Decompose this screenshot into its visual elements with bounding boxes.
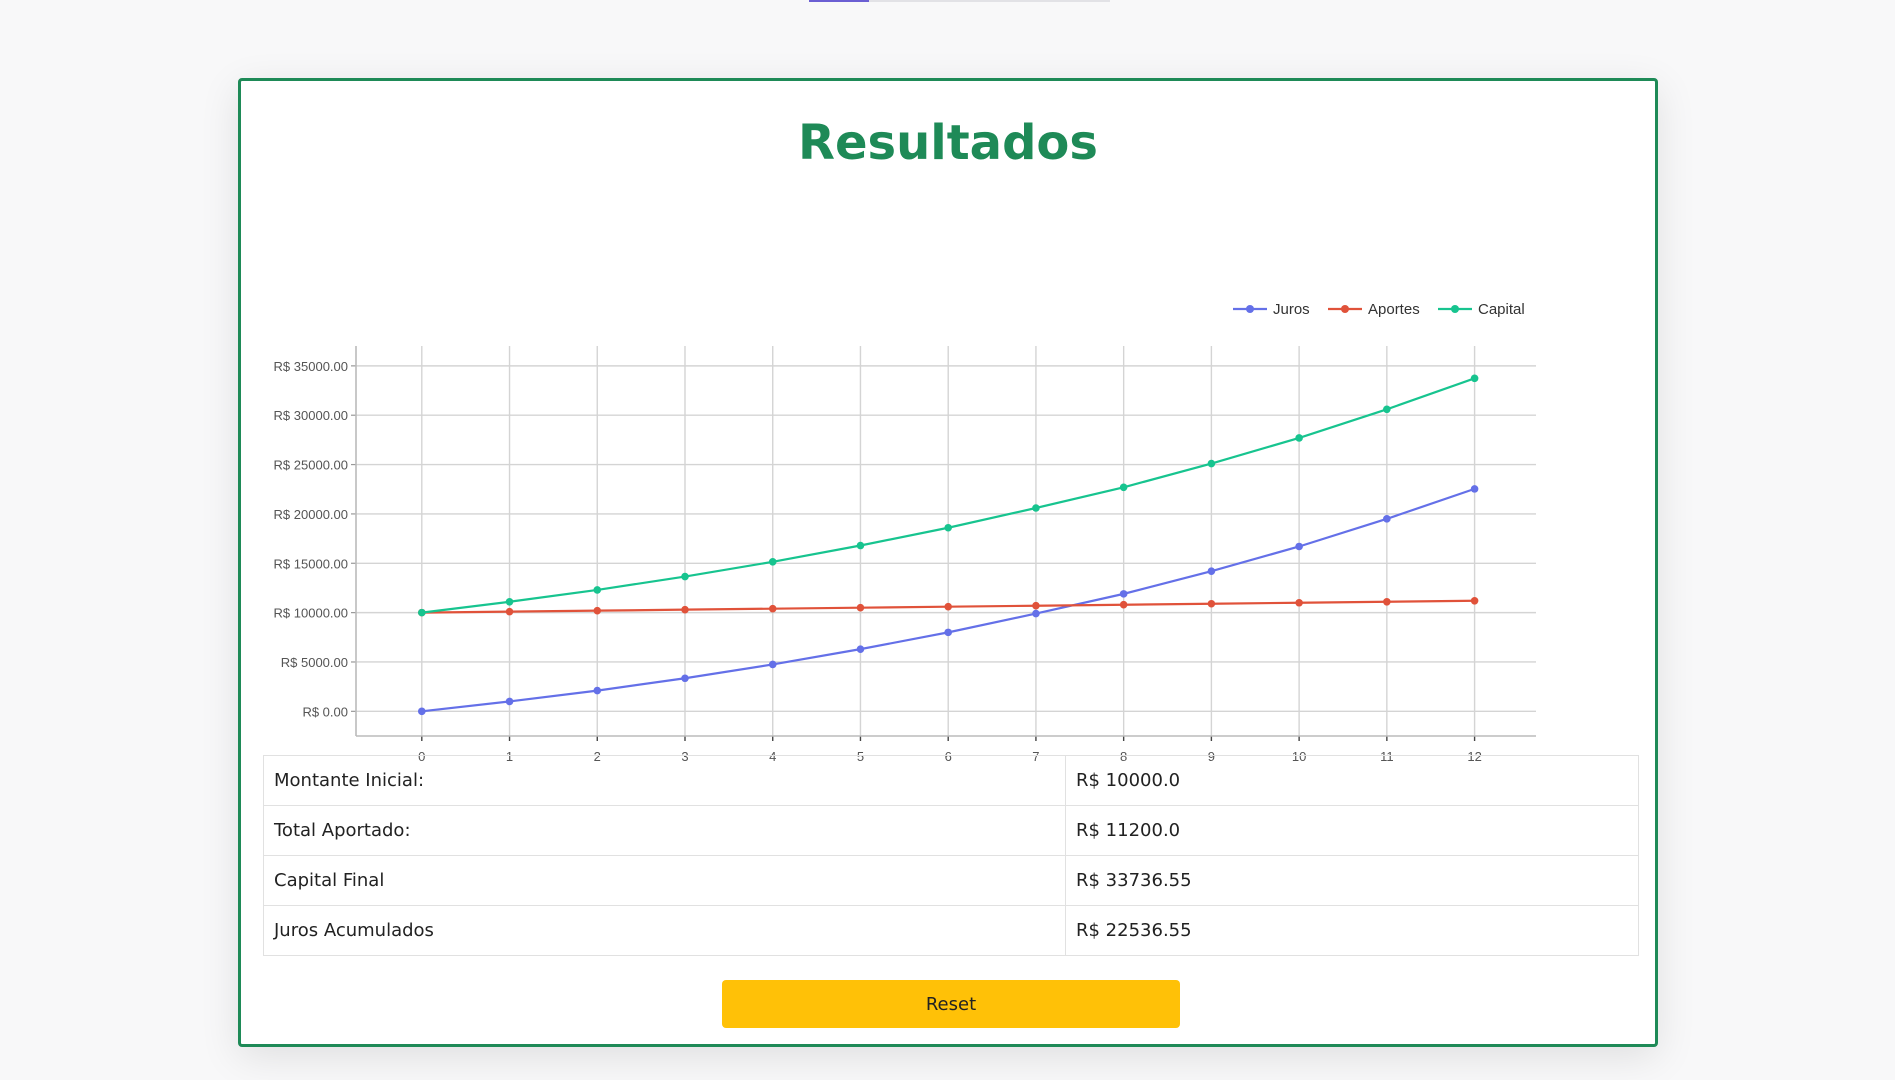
data-point-aportes [1383, 597, 1391, 606]
results-card: Resultados R$ 0.00 R$ 5000.00 R$ 10000.00 R… [238, 78, 1658, 1047]
data-point-capital [768, 557, 777, 566]
legend-marker-capital [1451, 305, 1459, 313]
legend-label-juros: Juros [1273, 301, 1310, 318]
table-row: Total Aportado: R$ 11200.0 [263, 805, 1639, 856]
data-point-juros [681, 674, 689, 683]
data-point-capital [1119, 483, 1128, 492]
data-point-aportes [856, 603, 865, 612]
data-point-capital [593, 586, 602, 594]
legend-label-capital: Capital [1478, 301, 1525, 318]
data-point-juros [1383, 515, 1391, 523]
data-point-juros [1207, 567, 1216, 575]
data-point-capital [1470, 374, 1479, 383]
data-point-aportes [681, 605, 689, 614]
summary-label: Total Aportado: [263, 805, 1066, 856]
summary-value: R$ 10000.0 [1065, 755, 1639, 806]
summary-table: Montante Inicial: R$ 10000.0 Total Aport… [263, 755, 1639, 956]
y-tick-label: R$ 5000.00 [281, 655, 348, 670]
summary-value: R$ 33736.55 [1065, 855, 1639, 906]
data-point-capital [944, 523, 952, 532]
results-line-chart: R$ 0.00 R$ 5000.00 R$ 10000.00 R$ 15000.00 R… [274, 301, 1536, 764]
data-point-capital [681, 572, 689, 581]
legend-label-aportes: Aportes [1368, 301, 1420, 318]
legend-marker-juros [1246, 305, 1254, 313]
y-tick-label: R$ 15000.00 [274, 556, 348, 571]
summary-label: Juros Acumulados [263, 905, 1066, 956]
top-tab-strip [809, 0, 1110, 2]
data-point-capital [1383, 405, 1391, 414]
data-point-aportes [1470, 596, 1479, 605]
summary-value: R$ 11200.0 [1065, 805, 1639, 856]
data-point-capital [1032, 504, 1040, 512]
table-row: Juros Acumulados R$ 22536.55 [263, 905, 1639, 956]
data-point-aportes [944, 602, 952, 611]
top-tab-active-indicator [809, 0, 869, 2]
data-point-capital [1207, 459, 1216, 468]
y-tick-label: R$ 20000.00 [274, 507, 348, 522]
data-point-capital [856, 541, 865, 550]
data-point-juros [417, 707, 426, 716]
data-point-aportes [1032, 601, 1040, 610]
table-row: Montante Inicial: R$ 10000.0 [263, 755, 1639, 806]
table-row: Capital Final R$ 33736.55 [263, 855, 1639, 906]
data-point-juros [856, 645, 865, 653]
page-title: Resultados [798, 115, 1098, 171]
reset-button[interactable]: Reset [722, 980, 1180, 1028]
data-point-capital [417, 608, 426, 617]
y-tick-label: R$ 25000.00 [274, 458, 348, 473]
y-tick-label: R$ 30000.00 [274, 408, 348, 423]
summary-value: R$ 22536.55 [1065, 905, 1639, 956]
data-point-aportes [505, 607, 514, 616]
legend-marker-aportes [1341, 305, 1349, 313]
data-point-aportes [1119, 600, 1128, 609]
y-tick-label: R$ 35000.00 [274, 359, 348, 374]
data-point-aportes [1207, 599, 1216, 608]
data-point-juros [1470, 485, 1479, 493]
data-point-juros [944, 628, 952, 637]
data-point-juros [593, 686, 602, 695]
data-point-juros [1295, 542, 1303, 551]
data-point-juros [505, 697, 514, 706]
summary-label: Capital Final [263, 855, 1066, 906]
chart-container: R$ 0.00 R$ 5000.00 R$ 10000.00 R$ 15000.00 R… [261, 261, 1641, 801]
data-point-capital [505, 597, 514, 606]
data-point-aportes [593, 606, 602, 615]
y-tick-label: R$ 10000.00 [274, 606, 348, 621]
data-point-juros [1032, 609, 1040, 618]
data-point-juros [1119, 590, 1128, 598]
summary-label: Montante Inicial: [263, 755, 1066, 806]
data-point-juros [768, 660, 777, 669]
data-point-aportes [1295, 598, 1303, 607]
data-point-aportes [768, 604, 777, 613]
data-point-capital [1295, 434, 1303, 442]
y-tick-label: R$ 0.00 [302, 704, 348, 719]
